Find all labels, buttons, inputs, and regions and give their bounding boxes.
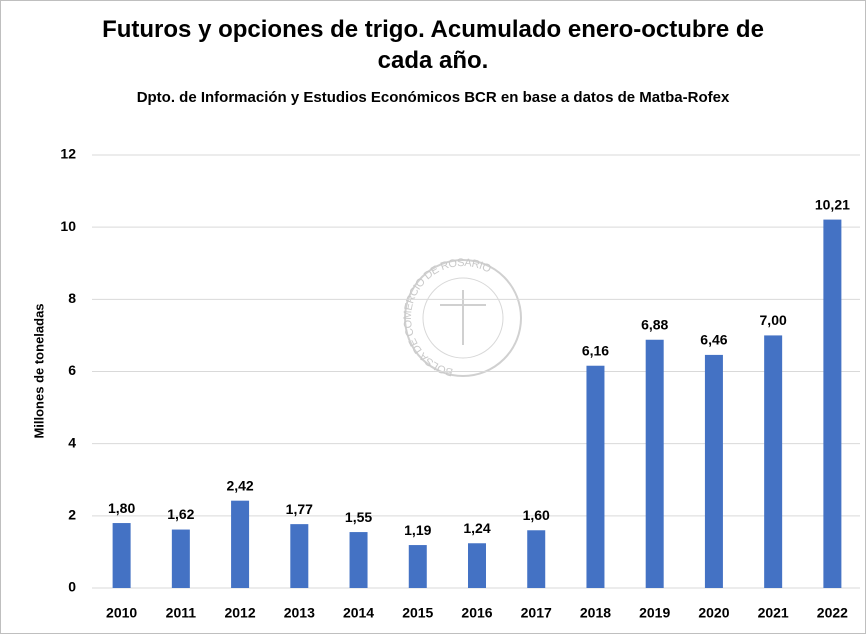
x-tick-label: 2018 xyxy=(580,605,611,621)
x-tick-label: 2010 xyxy=(106,605,137,621)
title-box: Futuros y opciones de trigo. Acumulado e… xyxy=(0,14,866,76)
x-tick-label: 2015 xyxy=(402,605,433,621)
y-tick-label: 6 xyxy=(68,362,76,378)
y-tick-label: 4 xyxy=(68,434,76,450)
data-label: 7,00 xyxy=(760,312,787,328)
data-label: 2,42 xyxy=(226,477,253,493)
x-tick-label: 2013 xyxy=(284,605,315,621)
data-label: 6,16 xyxy=(582,342,609,358)
x-tick-label: 2012 xyxy=(224,605,255,621)
watermark-path: BOLSA DE COMERCIO DE ROSARIO xyxy=(402,257,493,378)
bar xyxy=(704,354,723,588)
bar xyxy=(408,545,427,588)
data-label: 6,46 xyxy=(700,332,727,348)
data-label: 1,62 xyxy=(167,506,194,522)
x-tick-label: 2022 xyxy=(817,605,848,621)
y-tick-label: 0 xyxy=(68,579,76,595)
x-tick-label: 2011 xyxy=(166,605,197,621)
bar xyxy=(349,532,368,588)
bar xyxy=(171,529,190,588)
bar xyxy=(586,365,605,588)
data-label: 1,60 xyxy=(523,507,550,523)
y-axis-label: Millones de toneladas xyxy=(31,303,46,438)
data-label: 6,88 xyxy=(641,316,668,332)
x-tick-label: 2017 xyxy=(521,605,552,621)
x-tick-label: 2014 xyxy=(343,605,374,621)
watermark-ring xyxy=(422,277,504,359)
y-tick-label: 12 xyxy=(60,146,76,162)
subtitle-box: Dpto. de Información y Estudios Económic… xyxy=(0,88,866,108)
data-label: 1,77 xyxy=(286,501,313,517)
y-tick-label: 8 xyxy=(68,290,76,306)
y-tick-label: 10 xyxy=(60,218,76,234)
data-label: 10,21 xyxy=(815,196,850,212)
bar xyxy=(764,335,783,588)
data-label: 1,24 xyxy=(463,520,490,536)
watermark-ring xyxy=(404,259,522,377)
bar xyxy=(645,339,664,588)
data-label: 1,19 xyxy=(404,522,431,538)
bar xyxy=(112,523,131,588)
data-label: 1,55 xyxy=(345,509,372,525)
x-tick-label: 2019 xyxy=(639,605,670,621)
x-tick-label: 2020 xyxy=(698,605,729,621)
bar xyxy=(231,500,250,588)
watermark: BOLSA DE COMERCIO DE ROSARIO xyxy=(402,257,522,378)
bar xyxy=(527,530,546,588)
chart-title: Futuros y opciones de trigo. Acumulado e… xyxy=(102,16,764,74)
data-label: 1,80 xyxy=(108,500,135,516)
watermark-text: BOLSA DE COMERCIO DE ROSARIO xyxy=(402,257,493,378)
bar xyxy=(290,524,309,588)
y-tick-label: 2 xyxy=(68,507,76,523)
bar xyxy=(468,543,486,588)
chart-subtitle: Dpto. de Información y Estudios Económic… xyxy=(136,89,730,106)
x-tick-label: 2021 xyxy=(758,605,789,621)
bar xyxy=(823,219,842,588)
x-tick-label: 2016 xyxy=(461,605,492,621)
